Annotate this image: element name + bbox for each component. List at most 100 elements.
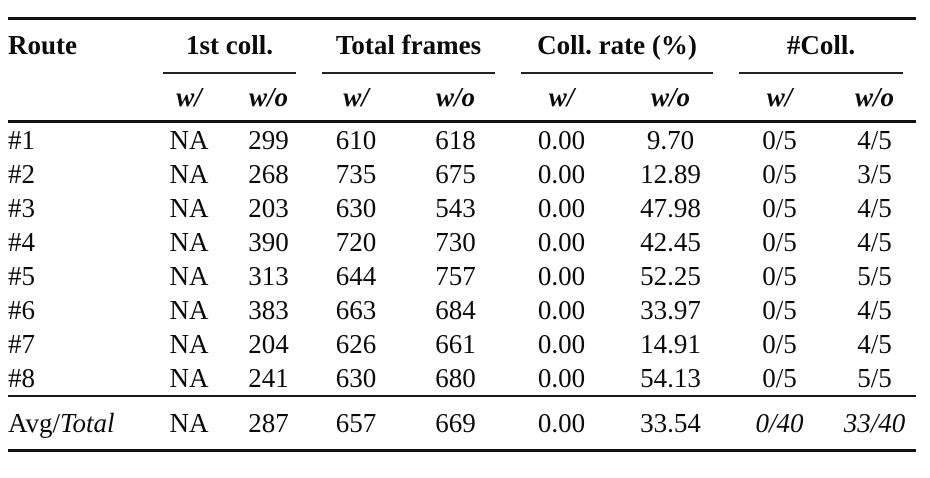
- cell-route: #4: [8, 226, 35, 257]
- table-row: #5 NA 313 644 757 0.00 52.25 0/5 5/5: [8, 259, 916, 293]
- subcolumn-header-w: w/: [343, 81, 369, 112]
- cell-num-coll-wo: 5/5: [857, 260, 892, 291]
- cell-coll-rate-w: 0.00: [537, 407, 586, 438]
- table-row: #7 NA 204 626 661 0.00 14.91 0/5 4/5: [8, 327, 916, 361]
- cell-total-frames-wo: 543: [435, 192, 476, 223]
- cell-first-coll-wo: 313: [248, 260, 289, 291]
- cell-total-frames-wo: 757: [435, 260, 476, 291]
- cell-coll-rate-w: 0.00: [537, 294, 586, 325]
- cell-num-coll-wo: 4/5: [857, 294, 892, 325]
- column-group-num-coll: #Coll.: [726, 19, 916, 74]
- cell-coll-rate-wo: 47.98: [640, 192, 701, 223]
- cell-num-coll-w: 0/5: [762, 124, 797, 155]
- sub-header-row: w/ w/o w/ w/o w/ w/o w/ w/o: [8, 74, 916, 122]
- cell-coll-rate-wo: 42.45: [640, 226, 701, 257]
- subcolumn-header-wo: w/o: [651, 81, 691, 112]
- cell-coll-rate-wo: 54.13: [640, 362, 701, 393]
- cell-route: #7: [8, 328, 35, 359]
- summary-route-plain: Avg/: [8, 407, 60, 438]
- cell-num-coll-wo: 4/5: [857, 124, 892, 155]
- cell-first-coll-wo: 383: [248, 294, 289, 325]
- column-group-label-total-frames: Total frames: [335, 30, 482, 60]
- cell-num-coll-wo: 3/5: [857, 158, 892, 189]
- group-underline-rule: [163, 72, 296, 74]
- subcolumn-header-w: w/: [766, 81, 793, 112]
- cell-route: #2: [8, 158, 35, 189]
- cell-total-frames-wo: 730: [435, 226, 476, 257]
- cell-coll-rate-wo: 14.91: [640, 328, 701, 359]
- cell-first-coll-w: NA: [169, 362, 209, 393]
- cell-first-coll-w: NA: [169, 158, 209, 189]
- cell-num-coll-w: 0/5: [762, 192, 797, 223]
- cell-total-frames-wo: 618: [435, 124, 476, 155]
- cell-route: #5: [8, 260, 35, 291]
- cell-total-frames-wo: 684: [435, 294, 476, 325]
- table-row: #4 NA 390 720 730 0.00 42.45 0/5 4/5: [8, 225, 916, 259]
- cell-total-frames-w: 610: [335, 124, 377, 155]
- column-group-label-first-coll: 1st coll.: [186, 30, 273, 60]
- cell-first-coll-w: NA: [169, 124, 209, 155]
- summary-route-italic: Total: [60, 407, 115, 438]
- cell-coll-rate-w: 0.00: [537, 124, 586, 155]
- subcolumn-header-wo: w/o: [436, 81, 476, 112]
- cell-first-coll-w: NA: [169, 407, 209, 438]
- table-row: #2 NA 268 735 675 0.00 12.89 0/5 3/5: [8, 157, 916, 191]
- subcolumn-header-w: w/: [548, 81, 575, 112]
- table-body: #1 NA 299 610 618 0.00 9.70 0/5 4/5 #2 N…: [8, 122, 917, 451]
- cell-first-coll-wo: 204: [248, 328, 289, 359]
- cell-coll-rate-w: 0.00: [537, 362, 586, 393]
- cell-num-coll-w: 0/5: [762, 362, 797, 393]
- group-underline-rule: [521, 72, 714, 74]
- table-header: Route 1st coll. Total frames Coll. rate …: [8, 19, 917, 122]
- cell-coll-rate-wo: 12.89: [640, 158, 701, 189]
- column-group-total-frames: Total frames: [309, 19, 508, 74]
- cell-route: #8: [8, 362, 35, 393]
- cell-num-coll-w: 0/5: [762, 328, 797, 359]
- column-group-first-coll: 1st coll.: [150, 19, 309, 74]
- table-row: #6 NA 383 663 684 0.00 33.97 0/5 4/5: [8, 293, 916, 327]
- column-header-route: Route: [8, 30, 77, 60]
- subcolumn-header-w: w/: [176, 81, 202, 112]
- cell-num-coll-w: 0/40: [755, 407, 804, 438]
- cell-num-coll-wo: 4/5: [857, 192, 892, 223]
- cell-route: #6: [8, 294, 35, 325]
- cell-total-frames-wo: 680: [435, 362, 476, 393]
- results-table: Route 1st coll. Total frames Coll. rate …: [8, 17, 917, 452]
- cell-first-coll-wo: 390: [248, 226, 289, 257]
- cell-total-frames-w: 657: [335, 407, 377, 438]
- cell-total-frames-wo: 669: [435, 407, 476, 438]
- cell-num-coll-w: 0/5: [762, 226, 797, 257]
- cell-total-frames-w: 720: [335, 226, 377, 257]
- subcolumn-header-wo: w/o: [248, 81, 288, 112]
- table-row: #1 NA 299 610 618 0.00 9.70 0/5 4/5: [8, 122, 916, 158]
- cell-first-coll-wo: 241: [248, 362, 289, 393]
- summary-row: Avg/Total NA 287 657 669 0.00 33.54 0/40…: [8, 396, 917, 451]
- cell-total-frames-w: 626: [335, 328, 377, 359]
- table-row: #8 NA 241 630 680 0.00 54.13 0/5 5/5: [8, 361, 916, 396]
- cell-total-frames-w: 663: [335, 294, 377, 325]
- cell-first-coll-w: NA: [169, 294, 209, 325]
- column-group-label-coll-rate: Coll. rate (%): [537, 30, 697, 60]
- cell-coll-rate-wo: 33.54: [640, 407, 701, 438]
- cell-coll-rate-w: 0.00: [537, 192, 586, 223]
- cell-total-frames-w: 630: [335, 362, 377, 393]
- cell-first-coll-wo: 299: [248, 124, 289, 155]
- cell-num-coll-wo: 4/5: [857, 226, 892, 257]
- cell-num-coll-w: 0/5: [762, 260, 797, 291]
- cell-first-coll-wo: 203: [248, 192, 289, 223]
- cell-route: #1: [8, 124, 35, 155]
- cell-num-coll-wo: 5/5: [857, 362, 892, 393]
- cell-coll-rate-w: 0.00: [537, 328, 586, 359]
- cell-coll-rate-wo: 33.97: [640, 294, 701, 325]
- group-underline-rule: [739, 72, 904, 74]
- group-underline-rule: [322, 72, 496, 74]
- cell-first-coll-wo: 268: [248, 158, 289, 189]
- cell-total-frames-w: 735: [335, 158, 377, 189]
- cell-coll-rate-w: 0.00: [537, 226, 586, 257]
- group-header-row: Route 1st coll. Total frames Coll. rate …: [8, 19, 916, 74]
- cell-first-coll-w: NA: [169, 226, 209, 257]
- cell-total-frames-w: 644: [335, 260, 377, 291]
- cell-coll-rate-wo: 9.70: [646, 124, 695, 155]
- cell-total-frames-wo: 661: [435, 328, 476, 359]
- table-row: #3 NA 203 630 543 0.00 47.98 0/5 4/5: [8, 191, 916, 225]
